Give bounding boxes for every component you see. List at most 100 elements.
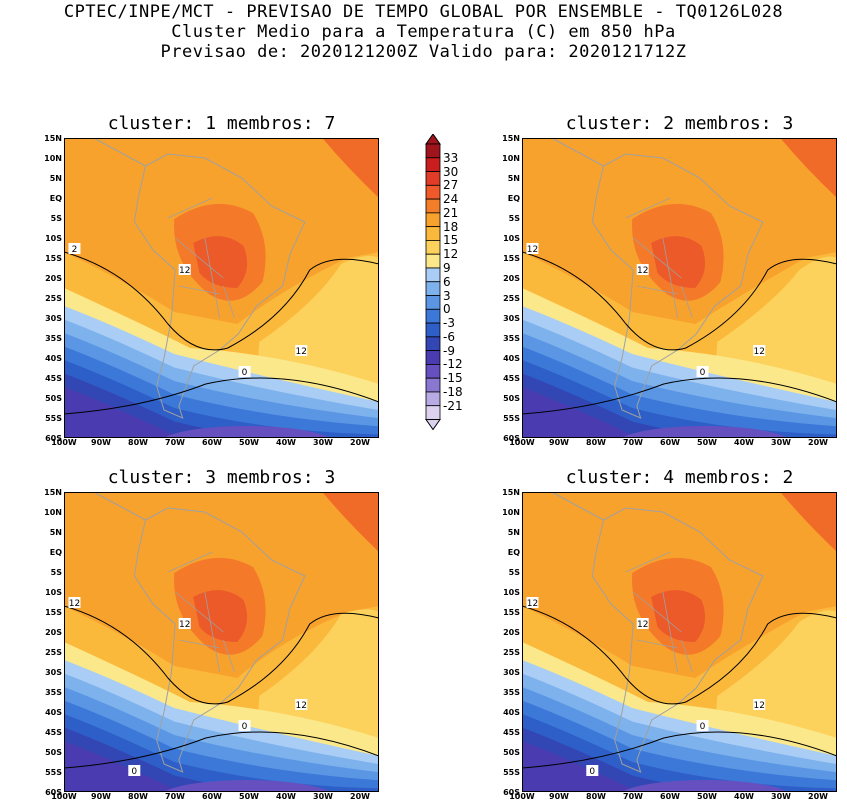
longitude-label: 90W — [549, 438, 569, 447]
colorbar-level-label: -18 — [443, 384, 463, 399]
latitude-label: 30S — [45, 314, 62, 323]
latitude-label: 15N — [502, 134, 520, 143]
latitude-label: 15S — [45, 254, 62, 263]
contour-label: 12 — [526, 597, 539, 609]
longitude-label: 60W — [660, 438, 680, 447]
latitude-label: EQ — [49, 194, 62, 203]
contour-label: 0 — [238, 366, 251, 378]
panel-2-title: cluster: 2 membros: 3 — [565, 113, 794, 134]
latitude-label: 45S — [45, 728, 62, 737]
panel-4-title: cluster: 4 membros: 2 — [565, 467, 794, 488]
latitude-label: 5S — [50, 568, 62, 577]
colorbar-level-label: 27 — [443, 178, 459, 193]
latitude-label: EQ — [507, 548, 520, 557]
svg-text:12: 12 — [754, 347, 765, 357]
colorbar-swatch — [425, 198, 441, 214]
longitude-label: 40W — [734, 792, 754, 801]
contour-label: 0 — [238, 720, 251, 732]
latitude-label: 55S — [503, 768, 520, 777]
contour-label: 0 — [696, 720, 709, 732]
longitude-label: 80W — [128, 438, 148, 447]
latitude-label: 45S — [503, 728, 520, 737]
longitude-label: 90W — [91, 792, 111, 801]
latitude-label: 45S — [503, 374, 520, 383]
svg-text:12: 12 — [754, 701, 765, 711]
latitude-label: 5S — [50, 214, 62, 223]
temperature-map: 12 12 12 0 0 — [64, 492, 379, 792]
latitude-label: 20S — [503, 274, 520, 283]
colorbar-level-label: 0 — [443, 302, 451, 317]
colorbar-level-label: -9 — [443, 343, 455, 358]
colorbar-swatch — [425, 281, 441, 296]
map-panel-2: 12 12 12 0 — [522, 138, 837, 438]
title-line-1: CPTEC/INPE/MCT - PREVISAO DE TEMPO GLOBA… — [63, 2, 784, 22]
longitude-label: 60W — [660, 792, 680, 801]
latitude-label: 60S — [503, 434, 520, 443]
contour-label: 12 — [295, 699, 308, 711]
latitude-label: 15N — [502, 488, 520, 497]
latitude-label: 40S — [45, 354, 62, 363]
svg-text:0: 0 — [131, 767, 137, 777]
latitude-label: 50S — [45, 394, 62, 403]
latitude-label: 35S — [503, 688, 520, 697]
longitude-label: 50W — [697, 792, 717, 801]
longitude-label: 30W — [313, 792, 333, 801]
latitude-label: EQ — [49, 548, 62, 557]
longitude-label: 50W — [239, 438, 259, 447]
colorbar-swatch — [425, 143, 441, 159]
colorbar-level-label: 6 — [443, 274, 451, 289]
latitude-label: 60S — [45, 788, 62, 797]
svg-text:12: 12 — [296, 347, 307, 357]
latitude-label: 30S — [503, 314, 520, 323]
longitude-label: 70W — [623, 438, 643, 447]
longitude-label: 30W — [771, 792, 791, 801]
longitude-label: 80W — [586, 792, 606, 801]
svg-text:12: 12 — [637, 266, 648, 276]
contour-label: 0 — [586, 765, 599, 777]
longitude-label: 90W — [91, 438, 111, 447]
svg-text:12: 12 — [527, 245, 538, 255]
latitude-label: 20S — [45, 628, 62, 637]
svg-text:12: 12 — [179, 266, 190, 276]
latitude-label: 10N — [44, 508, 62, 517]
longitude-label: 90W — [549, 792, 569, 801]
latitude-label: 55S — [45, 414, 62, 423]
latitude-label: 10N — [502, 508, 520, 517]
colorbar-level-label: 18 — [443, 219, 459, 234]
latitude-label: 30S — [503, 668, 520, 677]
contour-label: 12 — [178, 618, 191, 630]
colorbar-level-label: -3 — [443, 316, 455, 331]
colorbar-level-label: -6 — [443, 329, 455, 344]
contour-label: 12 — [753, 345, 766, 357]
contour-label: 12 — [68, 597, 81, 609]
map-panel-1: 2 12 12 0 — [64, 138, 379, 438]
longitude-label: 80W — [128, 792, 148, 801]
longitude-label: 50W — [697, 438, 717, 447]
colorbar-swatch — [425, 336, 441, 352]
latitude-label: 5S — [508, 214, 520, 223]
longitude-label: 100W — [51, 438, 77, 447]
colorbar-swatch — [425, 363, 441, 379]
longitude-label: 70W — [165, 792, 185, 801]
longitude-label: 50W — [239, 792, 259, 801]
latitude-label: 5N — [49, 528, 62, 537]
latitude-label: 60S — [45, 434, 62, 443]
longitude-label: 20W — [350, 792, 370, 801]
longitude-label: 100W — [509, 438, 535, 447]
longitude-label: 40W — [734, 438, 754, 447]
latitude-label: 10S — [45, 234, 62, 243]
colorbar-swatch — [425, 171, 441, 186]
colorbar: 33 30 27 24 21 18 15 12 9 6 3 0 -3 -6 -9 -12 -15 -18 -21 — [425, 133, 485, 444]
temperature-map: 12 12 12 0 0 — [522, 492, 837, 792]
latitude-label: 10S — [503, 234, 520, 243]
colorbar-swatch — [425, 308, 441, 324]
colorbar-swatch — [425, 212, 441, 228]
longitude-label: 60W — [202, 438, 222, 447]
contour-label: 12 — [753, 699, 766, 711]
colorbar-level-label: -12 — [443, 357, 463, 372]
latitude-label: 25S — [45, 294, 62, 303]
colorbar-level-label: 12 — [443, 247, 459, 262]
colorbar-swatch — [425, 295, 441, 310]
map-panel-3: 12 12 12 0 0 — [64, 492, 379, 792]
colorbar-level-label: 21 — [443, 205, 459, 220]
